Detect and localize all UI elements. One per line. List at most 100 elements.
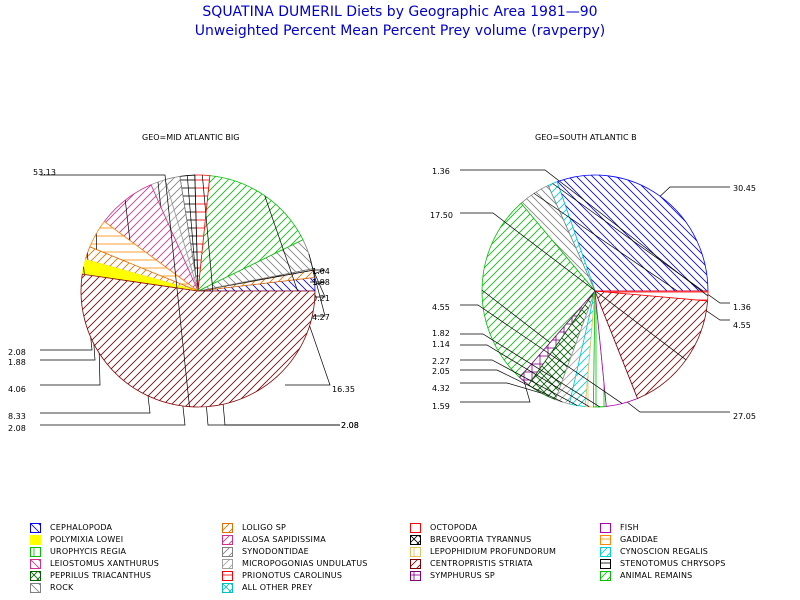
pie1-label-1: 1.04 [312, 267, 330, 276]
legend-label: SYMPHURUS SP [430, 571, 495, 580]
pie1-label-5: 2.08 [341, 421, 359, 430]
legend-label: UROPHYCIS REGIA [50, 547, 127, 556]
pie1-label-8: 2.08 [8, 424, 26, 433]
pie2-label-1: 1.36 [733, 303, 751, 312]
pie1-leader-6 [186, 175, 340, 426]
pie2-label-6: 2.05 [432, 367, 450, 376]
legend-swatch-all-other-prey [222, 583, 233, 593]
pie2-label-3: 27.05 [733, 412, 756, 421]
legend-swatch-lepophidium-profundorum [410, 547, 421, 557]
pie2-leader-0 [659, 186, 730, 197]
pie2-label-11: 17.50 [430, 211, 453, 220]
legend-swatch-cynoscion-regalis [600, 547, 611, 557]
legend-swatch-cephalopoda [30, 523, 41, 533]
legend-label: CEPHALOPODA [50, 523, 113, 532]
pie2-leader-5 [460, 382, 542, 394]
pie1-label-12: 2.08 [8, 348, 26, 357]
legend-swatch-gadidae [600, 535, 611, 545]
legend-label: CENTROPRISTIS STRIATA [430, 559, 533, 568]
pie2-leader-3 [481, 289, 730, 413]
pie1-slice-centropristis-striata [80, 273, 316, 408]
pie2-label-7: 2.27 [432, 357, 450, 366]
legend-label: BREVOORTIA TYRANNUS [430, 535, 532, 544]
legend-swatch-micropogonias-undulatus [222, 559, 233, 569]
legend-swatch-polymixia-lowei [30, 535, 41, 545]
pie1-label-13: 53.13 [33, 168, 56, 177]
legend-label: POLYMIXIA LOWEI [50, 535, 124, 544]
legend-swatch-loligo-sp [222, 523, 233, 533]
pie2-label-5: 4.32 [432, 384, 450, 393]
pie1-leader-0 [310, 281, 326, 285]
legend-label: STENOTOMUS CHRYSOPS [620, 559, 726, 568]
legend-label: ANIMAL REMAINS [620, 571, 693, 580]
pie1-leader-1 [312, 269, 326, 275]
pie1-leader-4 [264, 195, 331, 386]
pie2-leader-8 [460, 344, 590, 408]
pie2-label-10: 4.55 [432, 303, 450, 312]
legend-swatch-octopoda [410, 523, 421, 533]
pie2-leader-2 [533, 193, 730, 321]
pie2-leader-9 [460, 333, 601, 408]
legend-swatch-peprilus-triacanthus [30, 571, 41, 581]
pie2-slice-prionotus-carolinus [594, 290, 709, 302]
legend-label: LEIOSTOMUS XANTHURUS [50, 559, 159, 568]
legend-label: FISH [620, 523, 639, 532]
pie2-leader-12 [460, 169, 709, 297]
pie2-label-0: 30.45 [733, 184, 756, 193]
pie1-label-3: 4.27 [312, 313, 330, 322]
legend-swatch-leiostomus-xanthurus [30, 559, 41, 569]
pie2-label-8: 1.14 [432, 340, 450, 349]
pie2-title: GEO=SOUTH ATLANTIC B [535, 133, 637, 142]
pie1-title: GEO=MID ATLANTIC BIG [142, 133, 240, 142]
pie2-leader-10 [460, 304, 623, 404]
legend-swatch-symphurus-sp [410, 571, 421, 581]
pie1-label-6: 2.08 [341, 421, 359, 430]
legend-swatch-synodontidae [222, 547, 233, 557]
legend-swatch-animal-remains [600, 571, 611, 581]
legend-swatch-brevoortia-tyrannus [410, 535, 421, 545]
pie1-label-9: 8.33 [8, 412, 26, 421]
legend-swatch-centropristis-striata [410, 559, 421, 569]
pie1-leader-3 [308, 253, 326, 317]
pie-chart-mid-atlantic: 1.88 1.04 0.21 4.27 16.35 2.08 2.08 2.08 8.33 4.0… [8, 168, 359, 433]
legend-label: GADIDAE [620, 535, 659, 544]
pie1-leader-13 [40, 174, 190, 407]
legend-label: CYNOSCION REGALIS [620, 547, 709, 556]
legend-label: SYNODONTIDAE [242, 547, 309, 556]
legend-label: MICROPOGONIAS UNDULATUS [242, 559, 368, 568]
pie1-leader-2 [312, 269, 326, 298]
pie2-leader-7 [460, 359, 578, 406]
pie2-label-4: 1.59 [432, 402, 450, 411]
chart-title: SQUATINA DUMERIL Diets by Geographic Are… [202, 4, 598, 20]
legend-swatch-alosa-sapidissima [222, 535, 233, 545]
legend-label: ALOSA SAPIDISSIMA [242, 535, 326, 544]
pie2-label-12: 1.36 [432, 167, 450, 176]
legend-label: PRIONOTUS CAROLINUS [242, 571, 343, 580]
legend-swatch-rock [30, 583, 41, 593]
pie2-leader-4 [460, 381, 531, 403]
pie2-label-9: 1.82 [432, 329, 450, 338]
pie1-label-0: 1.88 [312, 278, 330, 287]
pie2-slice-cephalopoda [556, 174, 709, 292]
pie1-label-4: 16.35 [332, 385, 355, 394]
legend-swatch-urophycis-regia [30, 547, 41, 557]
pie1-label-11: 1.88 [8, 358, 26, 367]
legend-swatch-stenotomus-chrysops [600, 559, 611, 569]
pie2-leader-1 [552, 183, 730, 304]
legend-label: LOLIGO SP [242, 523, 287, 532]
legend-swatch-prionotus-carolinus [222, 571, 233, 581]
pie-chart-south-atlantic: 30.45 1.36 4.55 27.05 1.59 4.32 2.052.27 1.14 1.… [430, 167, 756, 421]
pie2-leader-6 [460, 369, 563, 403]
legend-label: OCTOPODA [430, 523, 478, 532]
legend-label: LEPOPHIDIUM PROFUNDORUM [430, 547, 557, 556]
pie1-label-2: 0.21 [312, 294, 330, 303]
legend-swatch-fish [600, 523, 611, 533]
chart-subtitle: Unweighted Percent Mean Percent Prey vol… [194, 23, 606, 39]
pie2-leader-11 [460, 212, 687, 361]
pie1-slice-animal-remains [197, 175, 304, 292]
pie2-label-2: 4.55 [733, 321, 751, 330]
legend-label: ROCK [50, 583, 74, 592]
legend-label: ALL OTHER PREY [242, 583, 313, 592]
legend-label: PEPRILUS TRIACANTHUS [50, 571, 152, 580]
